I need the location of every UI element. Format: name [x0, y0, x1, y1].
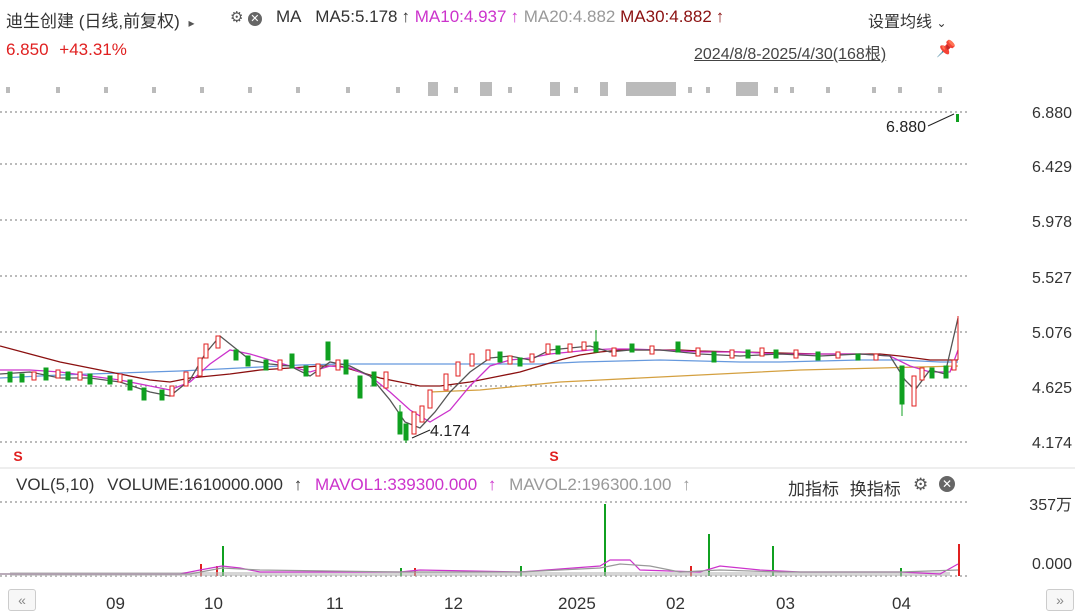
chart-header: 迪生创建 (日线,前复权) ▸	[6, 7, 195, 32]
low-annotation: 4.174	[430, 423, 470, 440]
volume-value: VOLUME:1610000.000	[107, 475, 283, 494]
volume-tick: 0.000	[1032, 556, 1072, 573]
volume-tick: 357万	[1029, 497, 1072, 514]
indicator-controls: 加指标 换指标	[788, 475, 901, 500]
ma10-arrow: ↑	[510, 7, 519, 26]
time-tick: 02	[666, 594, 685, 613]
mavol1-arrow: ↑	[487, 475, 497, 494]
volume-axis: 357万 0.000	[1029, 497, 1072, 573]
price-tick: 5.527	[1032, 270, 1072, 287]
quote: 6.850 +43.31%	[6, 40, 127, 60]
date-range[interactable]: 2024/8/8-2025/4/30(168根)	[694, 46, 887, 63]
ma5-line	[0, 317, 959, 429]
expand-arrow-icon[interactable]: ▸	[188, 16, 195, 30]
ma-controls: ⚙ ✕	[230, 8, 262, 27]
price-gridlines	[0, 111, 970, 443]
ma-settings-label: 设置均线	[868, 14, 933, 31]
time-tick: 12	[444, 594, 463, 613]
scroll-right-button[interactable]: »	[1046, 589, 1074, 611]
last-price: 6.850	[6, 40, 49, 59]
low-pointer	[411, 429, 431, 439]
stock-name: 迪生创建	[6, 12, 74, 31]
price-chart[interactable]: 6.880 4.174 S S 6.880 6.429 5.978 5.527 …	[0, 60, 1075, 470]
time-tick: 03	[776, 594, 795, 613]
time-tick: 10	[204, 594, 223, 613]
volume-arrow: ↑	[293, 475, 303, 494]
price-tick: 6.429	[1032, 159, 1072, 176]
ma10-value: MA10:4.937	[414, 7, 507, 26]
pin-icon[interactable]: 📌	[936, 41, 956, 58]
high-annotation: 6.880	[886, 119, 926, 136]
price-axis: 6.880 6.429 5.978 5.527 5.076 4.625 4.17…	[1032, 105, 1072, 452]
ma30-arrow: ↑	[715, 7, 725, 26]
mavol1-value: MAVOL1:339300.000	[314, 475, 478, 494]
price-tick: 5.076	[1032, 325, 1072, 342]
ma-values: MA MA5:5.178 ↑ MA10:4.937 ↑ MA20:4.882 MA3…	[276, 7, 724, 27]
mavol2-line	[0, 563, 959, 575]
price-tick: 4.625	[1032, 380, 1072, 397]
price-tick: 5.978	[1032, 214, 1072, 231]
ma-label: MA	[276, 7, 301, 26]
ma30-line	[0, 345, 958, 387]
candlesticks	[7, 114, 959, 443]
ma5-arrow: ↑	[401, 7, 411, 26]
time-tick: 09	[106, 594, 125, 613]
ma5-value: MA5:5.178	[315, 7, 398, 26]
time-tick: 2025	[558, 594, 596, 613]
switch-indicator-button[interactable]: 换指标	[849, 480, 901, 499]
scroll-left-button[interactable]: «	[8, 589, 36, 611]
price-change: +43.31%	[59, 40, 127, 59]
period-label[interactable]: (日线,前复权)	[78, 12, 180, 31]
dividend-marker[interactable]: S	[549, 448, 558, 464]
mavol2-arrow: ↑	[682, 475, 691, 494]
time-tick: 11	[326, 594, 344, 613]
ma20-value: MA20:4.882	[523, 7, 616, 26]
ma30-value: MA30:4.882	[620, 7, 712, 26]
event-markers	[6, 82, 942, 96]
mavol2-value: MAVOL2:196300.100	[509, 475, 672, 494]
volume-header: VOL(5,10) VOLUME:1610000.000 ↑ MAVOL1:33…	[16, 475, 691, 495]
close-icon[interactable]: ✕	[247, 12, 262, 26]
add-indicator-button[interactable]: 加指标	[788, 480, 839, 499]
price-tick: 6.880	[1032, 105, 1072, 122]
close-icon[interactable]: ✕	[939, 476, 955, 492]
gear-icon[interactable]: ⚙	[913, 475, 929, 494]
chevron-down-icon: ⌄	[936, 16, 947, 30]
vol-label[interactable]: VOL(5,10)	[16, 475, 95, 494]
ma-settings-button[interactable]: 设置均线 ⌄	[868, 8, 947, 32]
ma10-line	[0, 348, 959, 423]
volume-bars-small	[10, 572, 950, 576]
high-pointer	[927, 113, 955, 127]
price-tick: 4.174	[1032, 435, 1072, 452]
ma60-line	[429, 365, 959, 393]
volume-chart[interactable]: 357万 0.000	[0, 496, 1075, 586]
time-tick: 04	[892, 594, 911, 613]
volume-bars-down	[222, 504, 902, 576]
gear-icon[interactable]: ⚙	[230, 9, 244, 26]
dividend-marker[interactable]: S	[13, 448, 22, 464]
